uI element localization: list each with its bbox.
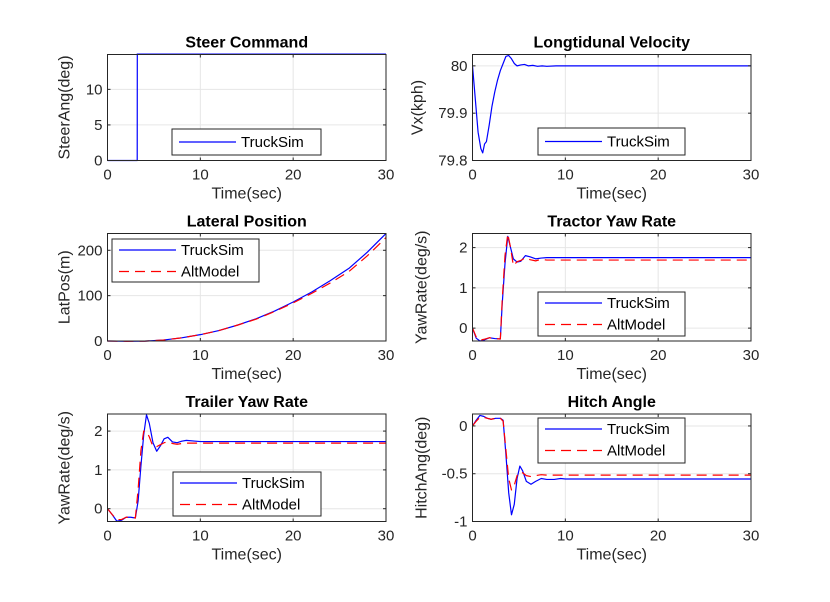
legend: TruckSim AltModel (537, 291, 686, 337)
x-tick-label: 10 (192, 528, 209, 545)
y-axis-label: YawRate(deg/s) (57, 411, 74, 525)
series-line-altmodel (472, 233, 751, 341)
chart-title: Hitch Angle (568, 394, 656, 411)
subplot-steer-command: 0 10 20 30 0 5 10 Steer Command Time(sec) SteerAn… (57, 35, 395, 203)
x-tick-label: 30 (378, 347, 395, 364)
chart-title: Steer Command (185, 35, 308, 52)
y-tick-label: 0 (459, 320, 467, 337)
y-tick-label: 10 (86, 81, 103, 98)
x-tick-label: 30 (743, 167, 760, 184)
x-tick-label: 10 (557, 167, 574, 184)
axes-box (472, 233, 752, 342)
legend-box (537, 291, 686, 337)
series-line-trucksim (472, 54, 751, 154)
y-tick-label: -0.5 (442, 466, 468, 483)
x-tick-label: 20 (650, 167, 667, 184)
y-tick-label: 0 (459, 418, 467, 435)
legend: TruckSim (171, 128, 322, 156)
subplot-trailer-yaw-rate: 0 10 20 30 0 1 2 Trailer Yaw Rate Time(sec) YawRa… (57, 394, 395, 564)
y-tick-label: 0 (94, 153, 102, 170)
y-axis-label: LatPos(m) (57, 250, 74, 324)
legend-label-trucksim: TruckSim (241, 134, 304, 151)
series-line-altmodel (107, 430, 386, 521)
legend-label-altmodel: AltModel (607, 317, 665, 334)
legend-label-altmodel: AltModel (607, 443, 665, 460)
x-tick-label: 20 (285, 347, 302, 364)
y-tick-label: -1 (454, 514, 467, 531)
legend: TruckSim AltModel (172, 471, 322, 517)
series-line-altmodel (107, 237, 386, 342)
axes-box (107, 413, 387, 522)
x-tick-label: 30 (378, 528, 395, 545)
y-tick-label: 5 (94, 117, 102, 134)
x-tick-label: 20 (285, 528, 302, 545)
y-tick-label: 1 (94, 462, 102, 479)
y-axis-label: SteerAng(deg) (57, 55, 74, 159)
chart-title: Lateral Position (187, 214, 307, 231)
x-tick-label: 0 (468, 347, 476, 364)
legend-box (537, 417, 686, 464)
legend: TruckSim AltModel (537, 417, 686, 464)
series-line-altmodel (472, 416, 751, 491)
legend-label-trucksim: TruckSim (242, 475, 305, 492)
x-tick-label: 20 (650, 528, 667, 545)
x-tick-label: 30 (743, 528, 760, 545)
axes-box (472, 54, 752, 161)
y-tick-label: 2 (459, 240, 467, 257)
legend-label-altmodel: AltModel (242, 497, 300, 514)
x-tick-label: 10 (192, 167, 209, 184)
subplot-longitudinal-velocity: 0 10 20 30 79.8 79.9 80 Longtidunal Velocity Tim… (410, 35, 760, 203)
y-tick-label: 79.8 (438, 153, 467, 170)
x-tick-label: 20 (650, 347, 667, 364)
x-axis-label: Time(sec) (576, 186, 647, 203)
x-tick-label: 0 (103, 167, 111, 184)
subplot-tractor-yaw-rate: 0 10 20 30 0 1 2 Tractor Yaw Rate Time(sec) YawRa… (414, 214, 760, 384)
legend: TruckSim (537, 127, 686, 156)
x-tick-label: 0 (103, 347, 111, 364)
chart-title: Longtidunal Velocity (534, 35, 691, 52)
chart-title: Tractor Yaw Rate (547, 214, 676, 231)
x-tick-label: 30 (743, 347, 760, 364)
y-tick-label: 100 (77, 288, 102, 305)
axes-box (107, 54, 387, 161)
y-tick-label: 1 (459, 280, 467, 297)
x-tick-label: 0 (468, 167, 476, 184)
axes-box (107, 233, 387, 342)
y-axis-label: YawRate(deg/s) (414, 230, 431, 344)
subplot-lateral-position: 0 10 20 30 0 100 200 Lateral Position Time(sec) L… (57, 214, 395, 384)
y-tick-label: 79.9 (438, 105, 467, 122)
legend-label-trucksim: TruckSim (607, 421, 670, 438)
y-tick-label: 0 (94, 333, 102, 350)
y-axis-label: Vx(kph) (410, 80, 427, 135)
y-tick-label: 200 (77, 242, 102, 259)
subplot-hitch-angle: 0 10 20 30 -1 -0.5 0 Hitch Angle Time(sec) HitchA… (414, 394, 760, 564)
chart-title: Trailer Yaw Rate (186, 394, 309, 411)
x-tick-label: 30 (378, 167, 395, 184)
x-axis-label: Time(sec) (576, 366, 647, 383)
legend-label-trucksim: TruckSim (607, 295, 670, 312)
legend-box (111, 238, 260, 283)
x-tick-label: 10 (557, 347, 574, 364)
x-tick-label: 20 (285, 167, 302, 184)
legend-label-altmodel: AltModel (181, 264, 239, 281)
x-tick-label: 10 (192, 347, 209, 364)
x-axis-label: Time(sec) (576, 547, 647, 564)
x-tick-label: 0 (103, 528, 111, 545)
x-axis-label: Time(sec) (211, 547, 282, 564)
y-tick-label: 2 (94, 423, 102, 440)
legend-label-trucksim: TruckSim (181, 242, 244, 259)
x-tick-label: 0 (468, 528, 476, 545)
x-tick-label: 10 (557, 528, 574, 545)
y-tick-label: 0 (94, 501, 102, 518)
y-tick-label: 80 (451, 58, 468, 75)
legend-box (172, 471, 322, 517)
axes-box (472, 413, 752, 522)
legend: TruckSim AltModel (111, 238, 260, 283)
x-axis-label: Time(sec) (211, 366, 282, 383)
legend-label-trucksim: TruckSim (607, 134, 670, 151)
x-axis-label: Time(sec) (211, 186, 282, 203)
y-axis-label: HitchAng(deg) (414, 417, 431, 519)
